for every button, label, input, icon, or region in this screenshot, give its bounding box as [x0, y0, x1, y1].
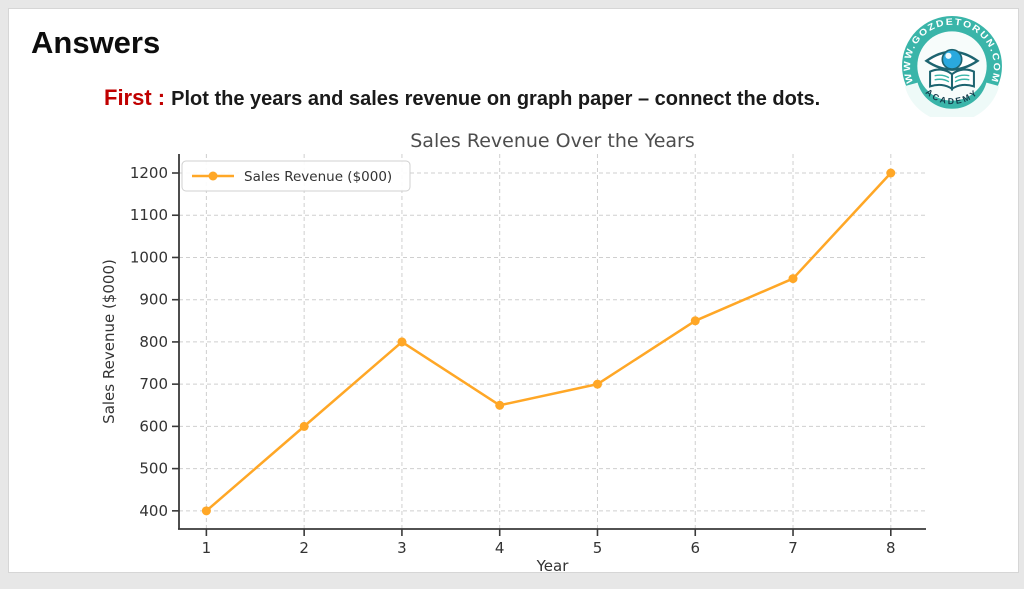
svg-text:600: 600 [139, 417, 168, 435]
svg-text:7: 7 [788, 539, 798, 557]
instruction-prefix: First : [104, 85, 166, 110]
svg-text:900: 900 [139, 291, 168, 309]
slide: Answers First : Plot the years and sales … [8, 8, 1019, 575]
logo-banner [904, 82, 1000, 122]
svg-text:1100: 1100 [130, 206, 168, 224]
svg-text:4: 4 [495, 539, 505, 557]
chart-legend: Sales Revenue ($000) [181, 160, 411, 192]
svg-text:5: 5 [593, 539, 603, 557]
svg-text:Year: Year [536, 557, 570, 574]
svg-text:Sales Revenue Over the Years: Sales Revenue Over the Years [410, 130, 694, 152]
eye-book-icon [924, 48, 980, 91]
svg-text:400: 400 [139, 502, 168, 520]
svg-text:1: 1 [202, 539, 212, 557]
instruction-line: First : Plot the years and sales revenue … [104, 85, 820, 111]
sales-chart: 400 500 600 700 800 900 1000 1100 1200 1 2 3 4 5 6 7 8 Sa… [100, 130, 926, 575]
svg-text:Sales Revenue ($000): Sales Revenue ($000) [244, 169, 392, 185]
svg-text:1000: 1000 [130, 248, 168, 266]
academy-logo: WWW.GOZDETORUN.COM ACADEMY [901, 15, 1003, 122]
svg-text:1200: 1200 [130, 164, 168, 182]
instruction-text: Plot the years and sales revenue on grap… [171, 88, 821, 110]
svg-text:500: 500 [139, 460, 168, 478]
svg-text:Sales Revenue ($000): Sales Revenue ($000) [100, 259, 118, 424]
svg-text:6: 6 [690, 539, 700, 557]
svg-text:700: 700 [139, 375, 168, 393]
svg-text:8: 8 [886, 539, 896, 557]
chart-container: 400 500 600 700 800 900 1000 1100 1200 1 2 3 4 5 6 7 8 Sa… [97, 126, 977, 575]
academy-logo-icon: WWW.GOZDETORUN.COM ACADEMY [902, 16, 1002, 122]
svg-text:2: 2 [299, 539, 309, 557]
svg-text:800: 800 [139, 333, 168, 351]
slide-title: Answers [31, 25, 161, 60]
svg-text:3: 3 [397, 539, 407, 557]
